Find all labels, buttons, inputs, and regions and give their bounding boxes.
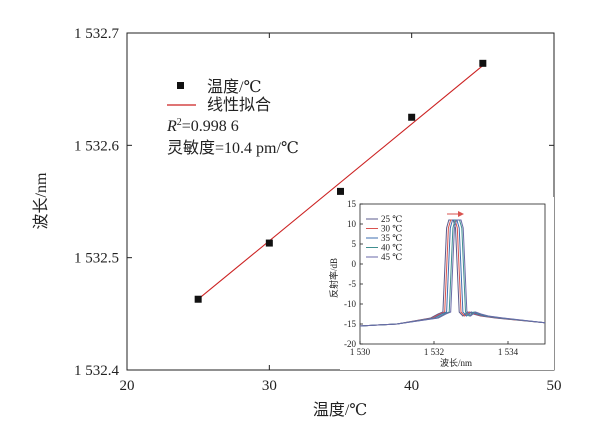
data-point	[265, 239, 273, 247]
inset-legend-label: 45 ℃	[381, 252, 402, 262]
r-squared-r: R	[166, 118, 177, 135]
inset-x-tick-label: 1 530	[350, 347, 371, 357]
inset-y-axis-label: 反射率/dB	[328, 258, 339, 298]
inset-x-tick-label: 1 534	[498, 347, 519, 357]
inset-frame	[359, 203, 546, 345]
spectrum-curve	[359, 219, 546, 327]
x-tick-label: 30	[262, 378, 277, 394]
data-point	[408, 113, 416, 121]
linear-fit-line	[197, 65, 484, 300]
inset-y-tick-label: -5	[349, 279, 357, 289]
inset-y-tick-label: 5	[352, 239, 357, 249]
inset-y-tick-label: -15	[344, 319, 356, 329]
inset-y-tick-label: -10	[344, 299, 356, 309]
legend-marker-data	[177, 82, 184, 89]
x-tick-label: 20	[120, 378, 135, 394]
y-tick-label: 1 532.5	[74, 251, 119, 267]
sensitivity-annotation: 灵敏度=10.4 pm/℃	[167, 139, 299, 157]
y-axis-label: 波长/nm	[32, 172, 50, 229]
inset-legend-label: 25 ℃	[381, 214, 402, 224]
inset-x-axis-label: 波长/nm	[440, 357, 472, 368]
inset-y-tick-label: -20	[344, 339, 356, 349]
spectrum-curve	[359, 219, 546, 327]
inset-legend-label: 30 ℃	[381, 224, 402, 234]
inset-x-tick-label: 1 532	[424, 347, 444, 357]
y-tick-label: 1 532.6	[74, 138, 120, 154]
r-squared-value: =0.998 6	[182, 118, 239, 135]
inset-chart: 1 530 1 532 1 534 15 10 5 0 -5 -10 -15 -20 25 ℃30 …	[328, 197, 554, 370]
data-point	[194, 295, 202, 303]
x-tick-label: 50	[547, 378, 562, 394]
x-axis-label: 温度/℃	[313, 401, 367, 419]
data-point	[479, 59, 487, 67]
r-squared-annotation: R2=0.998 6	[166, 117, 239, 135]
shift-arrow	[447, 211, 464, 217]
legend-label-fit: 线性拟合	[207, 96, 271, 114]
legend-label-data: 温度/℃	[207, 78, 261, 96]
inset-y-tick-label: 0	[352, 259, 357, 269]
inset-y-tick-label: 10	[347, 219, 357, 229]
x-tick-label: 40	[404, 378, 419, 394]
inset-y-tick-label: 15	[347, 199, 357, 209]
r-squared-sup: 2	[177, 117, 182, 128]
y-tick-label: 1 532.4	[74, 363, 120, 379]
inset-legend-label: 35 ℃	[381, 233, 402, 243]
legend: 温度/℃ 线性拟合	[167, 78, 271, 114]
y-tick-label: 1 532.7	[74, 26, 120, 42]
data-point	[337, 187, 344, 195]
inset-legend-label: 40 ℃	[381, 243, 402, 253]
